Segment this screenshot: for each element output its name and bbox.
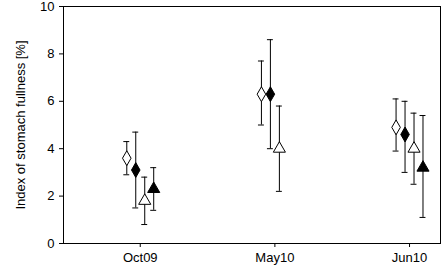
svg-text:Oct09: Oct09 <box>123 250 158 265</box>
svg-text:Index of stomach fullness [%]: Index of stomach fullness [%] <box>13 40 28 209</box>
svg-text:0: 0 <box>47 236 54 251</box>
svg-text:May10: May10 <box>255 250 294 265</box>
svg-text:Jun10: Jun10 <box>392 250 427 265</box>
svg-text:4: 4 <box>47 141 54 156</box>
svg-text:10: 10 <box>40 0 54 14</box>
svg-text:2: 2 <box>47 188 54 203</box>
svg-text:6: 6 <box>47 93 54 108</box>
svg-text:8: 8 <box>47 46 54 61</box>
